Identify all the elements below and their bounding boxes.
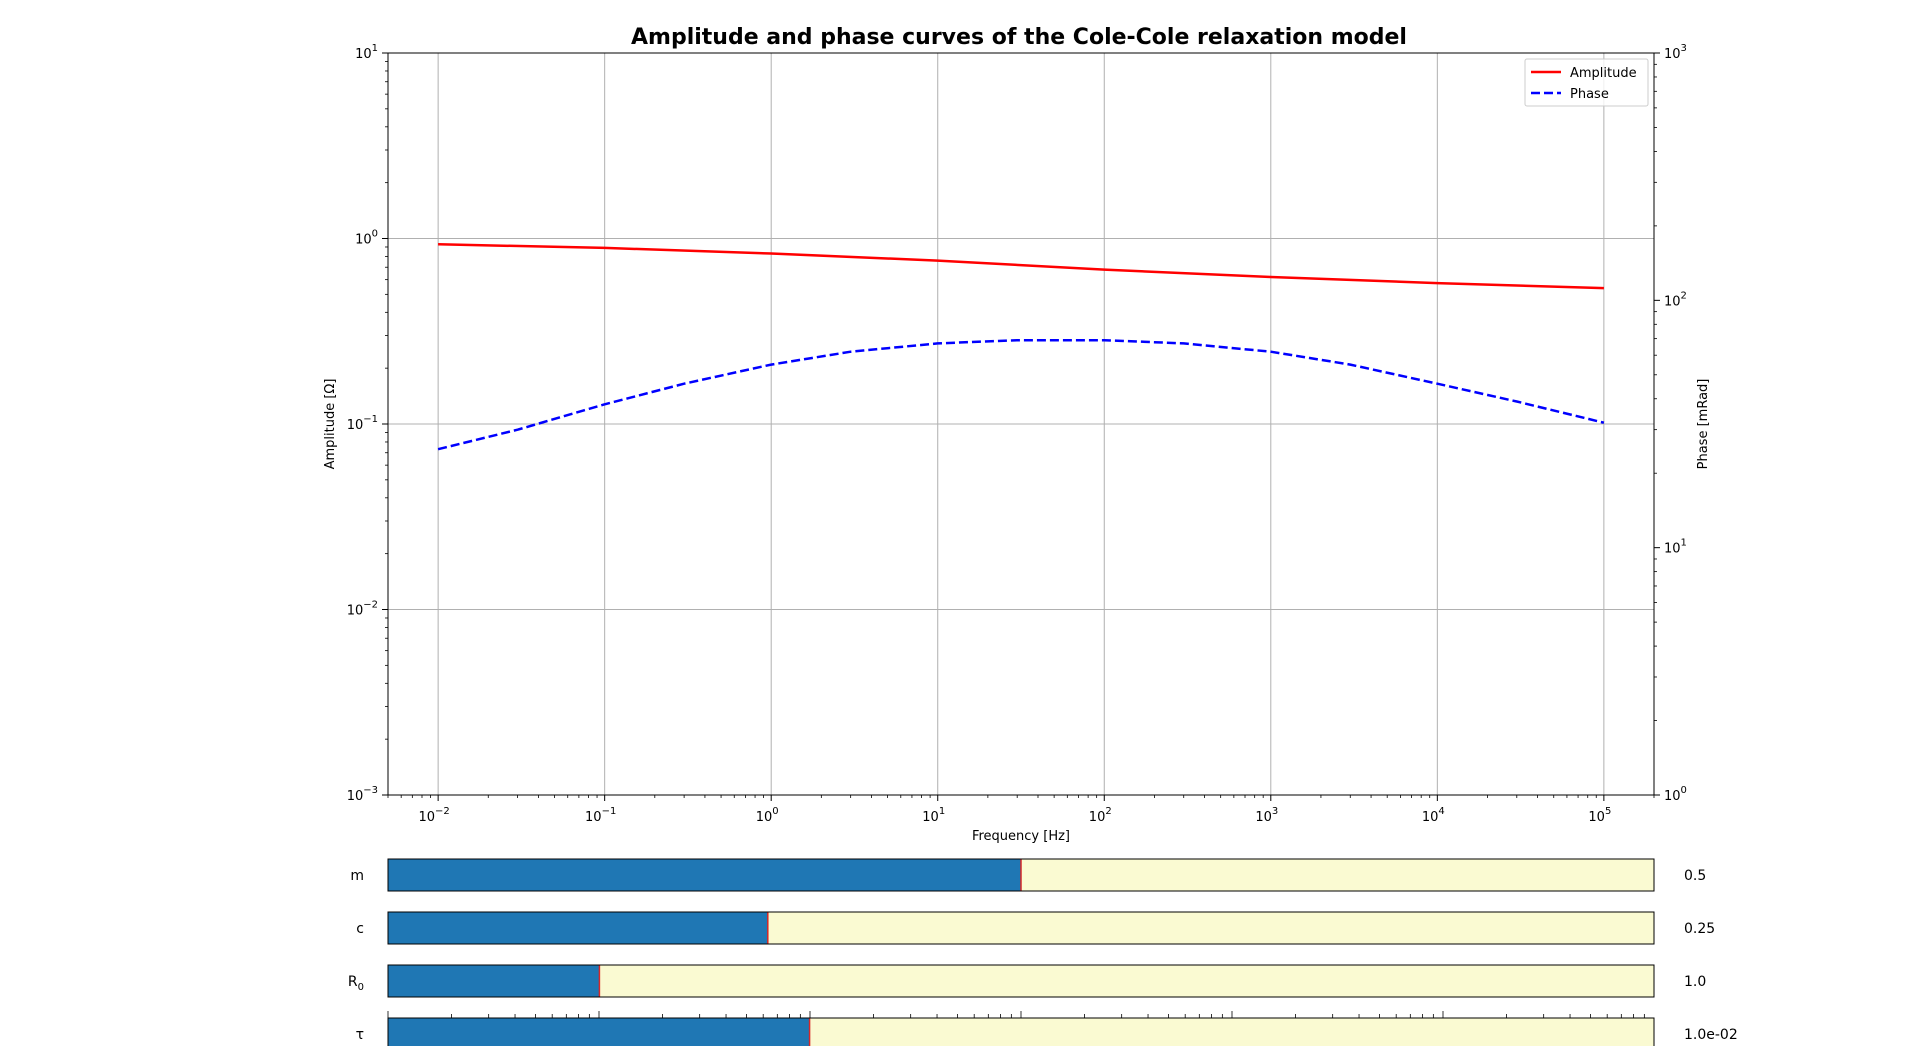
- x-tick-label: 104: [1422, 806, 1445, 825]
- y-axis-left-label: Amplitude [Ω]: [323, 379, 338, 470]
- slider-label: c: [356, 921, 364, 937]
- y-left-tick-label: 10−3: [347, 785, 378, 804]
- slider-4[interactable]: τ 1.0e-02: [356, 1011, 1738, 1046]
- slider-fill: [388, 1018, 810, 1046]
- y-left-tick-label: 100: [355, 229, 378, 248]
- y-left-tick-label: 10−1: [347, 414, 378, 433]
- series-line-amplitude: [438, 243, 1604, 290]
- slider-2[interactable]: c 0.25: [356, 911, 1715, 945]
- slider-label: R0: [348, 974, 364, 993]
- parameter-sliders: m 0.5 c 0.25 R0 1.0 τ 1.0e-02: [348, 858, 1738, 1046]
- x-tick-label: 10−1: [585, 806, 616, 825]
- series-line-phase: [437, 338, 1605, 451]
- x-tick-label: 101: [922, 806, 945, 825]
- slider-1[interactable]: m 0.5: [350, 858, 1706, 892]
- grid-lines: [388, 52, 1654, 796]
- slider-value: 0.5: [1684, 868, 1706, 884]
- slider-value: 1.0e-02: [1684, 1027, 1738, 1043]
- slider-border: [387, 964, 1655, 998]
- x-axis-label: Frequency [Hz]: [972, 829, 1070, 844]
- x-tick-label: 105: [1588, 806, 1611, 825]
- x-tick-label: 10−2: [418, 806, 449, 825]
- slider-border: [387, 911, 1655, 945]
- slider-label: τ: [356, 1027, 364, 1043]
- slider-label: m: [350, 868, 364, 884]
- slider-value: 1.0: [1684, 974, 1706, 990]
- slider-border: [387, 858, 1655, 892]
- y-axis-right-label: Phase [mRad]: [1696, 379, 1711, 470]
- y-left-tick-label: 101: [355, 43, 378, 62]
- y-right-tick-label: 102: [1664, 290, 1687, 309]
- y-right-tick-label: 103: [1664, 43, 1687, 62]
- y-left-tick-label: 10−2: [347, 600, 378, 619]
- slider-fill: [388, 965, 600, 997]
- legend: Amplitude Phase: [1524, 58, 1649, 107]
- y-right-tick-label: 100: [1664, 785, 1687, 804]
- slider-fill: [388, 859, 1021, 891]
- chart-title: Amplitude and phase curves of the Cole-C…: [631, 25, 1407, 50]
- axis-ticks: 10−2 10−1 100 101 102 103 104 105 101 100 10−1 10−2…: [347, 43, 1687, 825]
- legend-entry-amplitude: Amplitude: [1570, 66, 1637, 81]
- slider-fill: [388, 912, 768, 944]
- x-tick-label: 100: [756, 806, 779, 825]
- x-tick-label: 103: [1255, 806, 1278, 825]
- slider-3[interactable]: R0 1.0: [348, 964, 1706, 998]
- y-right-tick-label: 101: [1664, 538, 1687, 557]
- x-tick-label: 102: [1089, 806, 1112, 825]
- plot-series: [437, 243, 1605, 451]
- slider-value: 0.25: [1684, 921, 1715, 937]
- legend-entry-phase: Phase: [1570, 87, 1609, 102]
